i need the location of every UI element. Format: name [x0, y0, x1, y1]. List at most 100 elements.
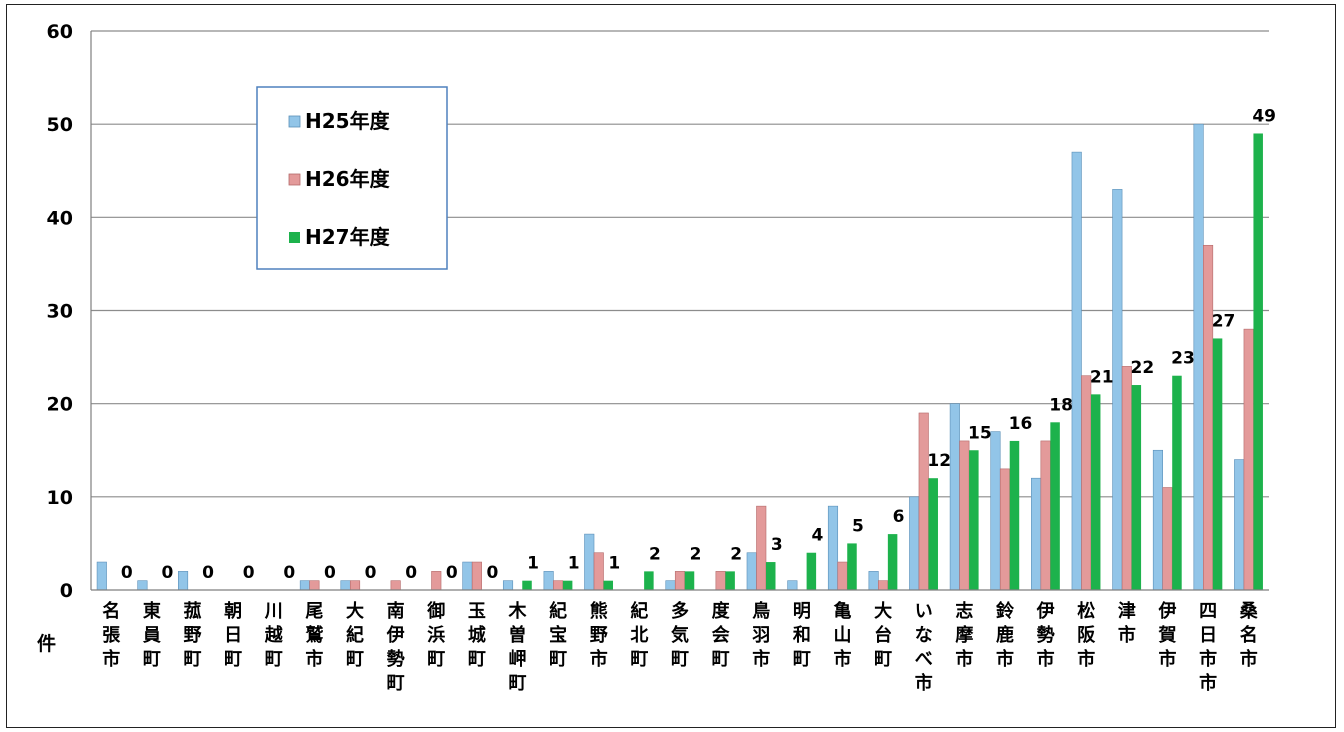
- bar-h25: [1071, 151, 1082, 591]
- bar-h25: [178, 571, 189, 591]
- bar-h27: [1050, 422, 1060, 590]
- bar-h27: [806, 552, 817, 590]
- data-label: 18: [1049, 395, 1073, 415]
- data-label: 0: [486, 563, 498, 583]
- category-label: 紀宝町: [549, 600, 567, 670]
- data-label: 1: [527, 554, 539, 574]
- bar-h26: [878, 580, 889, 591]
- category-label: 熊野市: [590, 600, 608, 670]
- bar-h26: [1081, 375, 1092, 591]
- data-label: 0: [405, 563, 417, 583]
- legend-swatch: [288, 173, 301, 186]
- data-label: 3: [771, 535, 783, 555]
- bar-h27: [1172, 375, 1182, 590]
- data-label: 27: [1212, 311, 1236, 331]
- category-label: 玉城町: [468, 601, 486, 670]
- bar-h26: [593, 552, 604, 591]
- bar-h25: [909, 496, 920, 591]
- bar-h26: [959, 440, 970, 591]
- y-axis-unit-label: 件: [37, 632, 56, 655]
- data-label: 0: [283, 563, 295, 583]
- bar-h27: [969, 450, 979, 590]
- legend-entry: H25年度: [305, 109, 391, 133]
- data-label: 23: [1171, 349, 1195, 369]
- bar-h25: [827, 505, 839, 591]
- category-label: 松阪市: [1077, 600, 1096, 670]
- data-label: 12: [927, 451, 951, 471]
- bar-h26: [1040, 440, 1051, 591]
- y-tick-label: 10: [47, 487, 73, 509]
- bar-h26: [390, 580, 401, 591]
- bar-h26: [674, 571, 686, 591]
- category-label: 度会町: [712, 600, 731, 670]
- bar-h26: [918, 412, 929, 591]
- bar-h26: [553, 580, 564, 591]
- bar-h27: [1253, 133, 1263, 590]
- category-label: 桑名市: [1240, 601, 1259, 670]
- data-label: 21: [1090, 367, 1114, 387]
- bar-h27: [1212, 338, 1223, 590]
- category-label: 紀北町: [630, 600, 648, 670]
- legend-swatch: [289, 232, 300, 243]
- bar-h27: [847, 543, 857, 590]
- bar-h25: [665, 580, 676, 591]
- bar-h27: [887, 534, 898, 590]
- bar-h27: [562, 580, 573, 590]
- category-label: 朝日町: [224, 600, 242, 670]
- data-label: 2: [730, 544, 742, 564]
- bar-h25: [137, 580, 148, 591]
- y-tick-label: 50: [47, 114, 73, 136]
- data-label: 0: [162, 563, 174, 583]
- bar-h26: [999, 468, 1011, 591]
- bar-h26: [349, 580, 361, 591]
- data-label: 1: [568, 554, 580, 574]
- bar-h25: [96, 561, 107, 591]
- bar-h27: [1009, 440, 1020, 590]
- bar-h25: [949, 403, 960, 591]
- category-label: 亀山市: [833, 600, 851, 670]
- y-tick-label: 60: [47, 21, 73, 43]
- bar-h26: [471, 561, 482, 591]
- category-label: 名張市: [102, 600, 121, 670]
- legend-entry: H27年度: [305, 225, 391, 249]
- bar-h25: [462, 561, 473, 591]
- bar-h27: [684, 571, 695, 590]
- category-label: 津市: [1118, 600, 1136, 646]
- category-label: 伊勢市: [1036, 600, 1055, 670]
- category-label: 多気町: [671, 600, 689, 670]
- category-label: 大紀町: [346, 600, 364, 670]
- bar-h26: [431, 571, 442, 591]
- category-label: 伊賀市: [1157, 600, 1176, 670]
- category-label: 大台町: [874, 600, 892, 670]
- category-label: 菰野町: [184, 601, 202, 670]
- category-label: 鈴鹿市: [996, 600, 1015, 670]
- bar-h25: [990, 431, 1001, 591]
- category-label: 東員町: [142, 600, 161, 670]
- bar-h27: [522, 580, 532, 590]
- y-tick-label: 20: [47, 394, 73, 416]
- y-tick-label: 40: [47, 207, 73, 229]
- data-label: 0: [446, 563, 458, 583]
- bar-h25: [787, 580, 798, 591]
- bar-h27: [765, 562, 776, 590]
- category-label: 志摩市: [955, 600, 973, 670]
- data-label: 15: [968, 423, 992, 443]
- bar-h26: [309, 580, 320, 591]
- data-label: 0: [365, 563, 377, 583]
- category-label: 明和町: [793, 601, 811, 670]
- category-label: 尾鷲市: [305, 601, 323, 670]
- category-label: いなべ市: [915, 601, 933, 694]
- bar-h26: [1121, 366, 1132, 591]
- data-label: 22: [1130, 358, 1154, 378]
- bar-h26: [1203, 244, 1214, 591]
- category-label: 南伊勢町: [386, 600, 405, 694]
- bar-h27: [644, 571, 654, 590]
- category-label: 四日市市: [1199, 601, 1217, 694]
- bar-h25: [1234, 459, 1245, 591]
- data-label: 1: [608, 554, 620, 574]
- bar-h26: [1162, 487, 1173, 591]
- bar-h27: [725, 571, 735, 590]
- bar-h27: [603, 580, 614, 590]
- data-label: 0: [324, 563, 336, 583]
